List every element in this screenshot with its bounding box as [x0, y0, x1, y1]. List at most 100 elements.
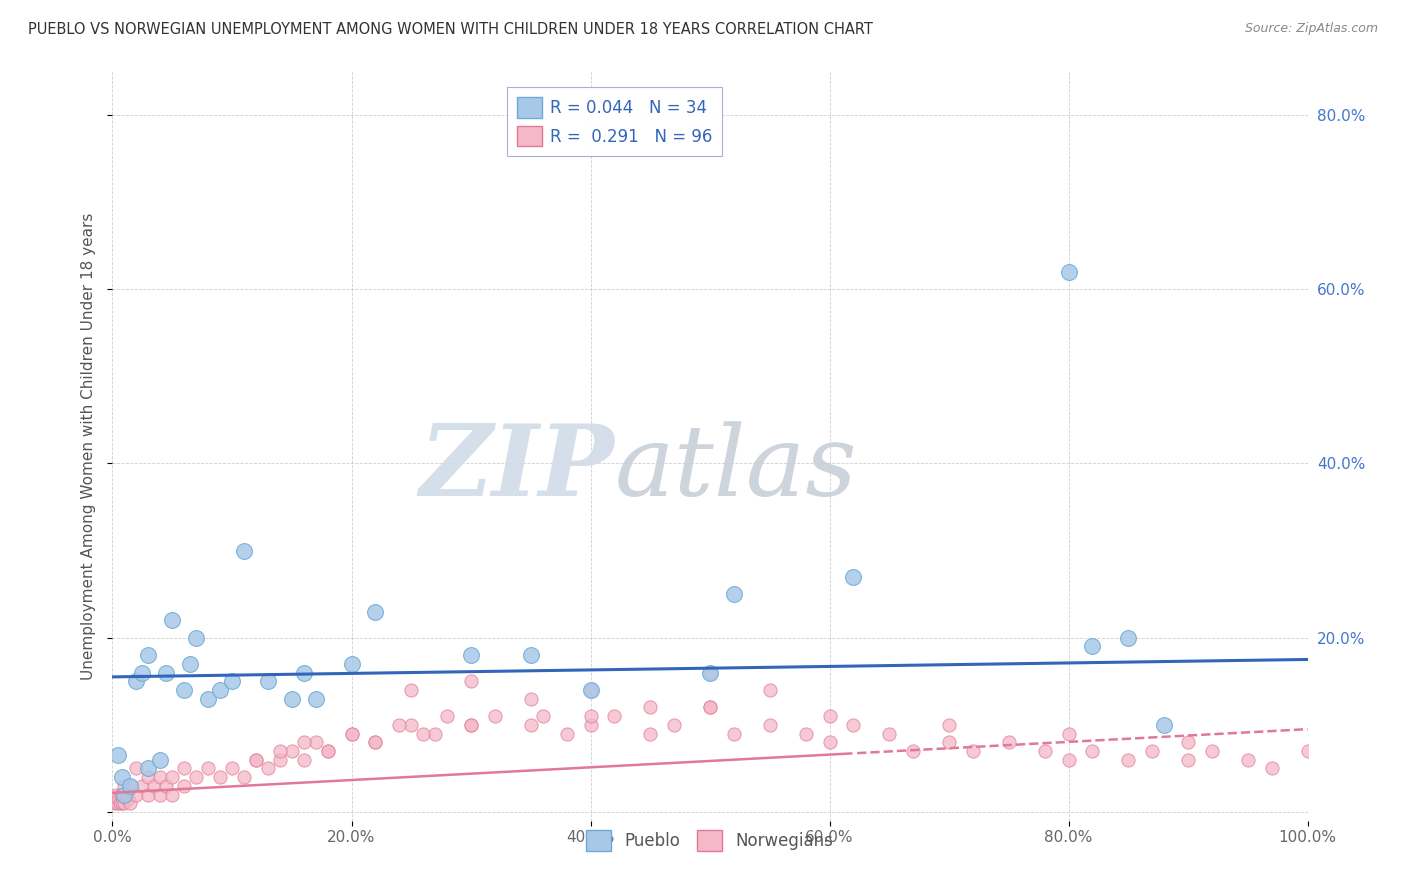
Point: [818, 735, 841, 749]
Point: [149, 788, 172, 802]
Point: [1261, 761, 1284, 775]
Point: [664, 718, 686, 732]
Point: [401, 718, 423, 732]
Point: [903, 744, 925, 758]
Point: [209, 770, 232, 784]
Point: [120, 779, 142, 793]
Point: [388, 718, 411, 732]
Point: [149, 753, 172, 767]
Point: [1177, 753, 1199, 767]
Point: [173, 682, 195, 697]
Point: [603, 709, 626, 723]
Point: [131, 665, 153, 680]
Text: PUEBLO VS NORWEGIAN UNEMPLOYMENT AMONG WOMEN WITH CHILDREN UNDER 18 YEARS CORREL: PUEBLO VS NORWEGIAN UNEMPLOYMENT AMONG W…: [28, 22, 873, 37]
Point: [364, 735, 387, 749]
Point: [173, 761, 195, 775]
Point: [699, 700, 721, 714]
Point: [114, 779, 135, 793]
Point: [520, 691, 543, 706]
Point: [842, 718, 865, 732]
Point: [155, 665, 177, 680]
Point: [640, 700, 662, 714]
Point: [842, 570, 865, 584]
Point: [111, 770, 134, 784]
Point: [364, 735, 387, 749]
Point: [579, 682, 602, 697]
Y-axis label: Unemployment Among Women with Children Under 18 years: Unemployment Among Women with Children U…: [82, 212, 97, 680]
Point: [723, 726, 745, 740]
Point: [699, 665, 721, 680]
Point: [1177, 735, 1199, 749]
Point: [120, 796, 142, 810]
Point: [105, 796, 128, 810]
Point: [1153, 718, 1175, 732]
Point: [460, 718, 482, 732]
Point: [162, 788, 183, 802]
Point: [1142, 744, 1164, 758]
Point: [1296, 744, 1319, 758]
Point: [460, 648, 482, 662]
Point: [120, 779, 142, 793]
Point: [110, 788, 132, 802]
Point: [818, 709, 841, 723]
Point: [316, 744, 339, 758]
Point: [125, 788, 148, 802]
Point: [257, 674, 280, 689]
Point: [233, 543, 256, 558]
Point: [108, 796, 131, 810]
Point: [579, 718, 602, 732]
Point: [114, 796, 135, 810]
Point: [162, 613, 183, 627]
Point: [105, 788, 128, 802]
Point: [531, 709, 554, 723]
Point: [938, 735, 960, 749]
Point: [292, 753, 315, 767]
Text: ZIP: ZIP: [419, 420, 614, 516]
Point: [879, 726, 901, 740]
Point: [115, 788, 138, 802]
Point: [1118, 753, 1140, 767]
Point: [173, 779, 195, 793]
Point: [520, 718, 543, 732]
Point: [699, 665, 721, 680]
Point: [138, 770, 160, 784]
Point: [138, 761, 160, 775]
Point: [125, 674, 148, 689]
Point: [364, 605, 387, 619]
Point: [197, 691, 219, 706]
Text: atlas: atlas: [614, 421, 858, 516]
Point: [938, 718, 960, 732]
Point: [245, 753, 267, 767]
Point: [1237, 753, 1260, 767]
Point: [1057, 265, 1080, 279]
Point: [723, 587, 745, 601]
Point: [114, 788, 135, 802]
Point: [998, 735, 1021, 749]
Point: [340, 657, 363, 671]
Point: [579, 682, 602, 697]
Point: [221, 761, 243, 775]
Point: [1033, 744, 1056, 758]
Point: [794, 726, 817, 740]
Point: [269, 744, 291, 758]
Point: [759, 682, 782, 697]
Point: [316, 744, 339, 758]
Point: [269, 753, 291, 767]
Point: [305, 735, 328, 749]
Point: [104, 796, 127, 810]
Point: [340, 726, 363, 740]
Point: [257, 761, 280, 775]
Point: [281, 691, 304, 706]
Point: [233, 770, 256, 784]
Point: [179, 657, 201, 671]
Point: [107, 748, 129, 763]
Point: [484, 709, 506, 723]
Point: [131, 779, 153, 793]
Point: [962, 744, 984, 758]
Point: [1201, 744, 1223, 758]
Point: [699, 700, 721, 714]
Point: [186, 770, 208, 784]
Point: [1057, 753, 1080, 767]
Point: [460, 674, 482, 689]
Point: [186, 631, 208, 645]
